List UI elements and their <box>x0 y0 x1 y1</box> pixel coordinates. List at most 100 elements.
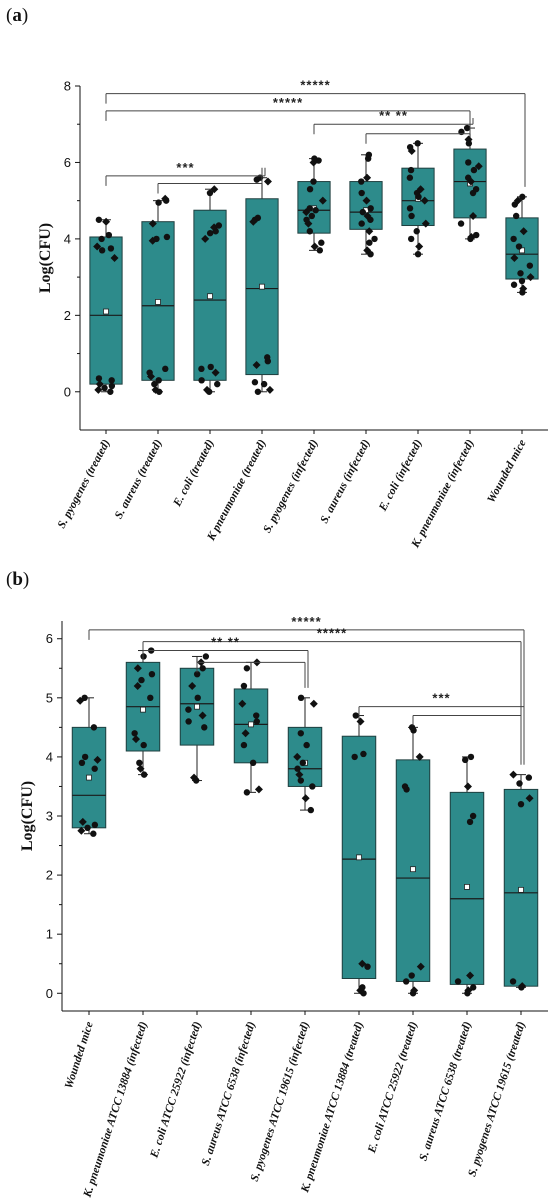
data-point <box>510 235 517 243</box>
data-point <box>518 982 527 991</box>
data-point <box>198 711 207 720</box>
data-point <box>316 247 324 254</box>
data-point <box>132 735 141 744</box>
data-point <box>243 789 251 796</box>
x-category-label: S. pyogenes ATCC 19615 (infected) <box>249 1020 312 1183</box>
panel-a-label: (a) <box>6 5 29 26</box>
data-point <box>464 174 472 181</box>
data-point <box>190 773 199 782</box>
data-point <box>309 783 316 790</box>
data-point <box>518 277 526 285</box>
significance-stars: ***** <box>317 626 347 641</box>
x-category-label: S. pyogenes ATCC 19615 (treated) <box>466 1020 528 1178</box>
data-point <box>84 824 91 832</box>
x-category-label: S. aureus ATCC 6538 (treated) <box>417 1020 473 1162</box>
data-point <box>358 220 365 227</box>
data-point <box>136 764 145 773</box>
data-point <box>202 653 210 660</box>
y-tick-label: 2 <box>46 868 53 883</box>
data-point <box>198 377 205 384</box>
data-point <box>91 765 98 772</box>
data-point <box>413 189 421 197</box>
data-point <box>408 212 415 220</box>
data-point <box>303 741 310 749</box>
data-point <box>519 193 526 201</box>
data-point <box>251 379 259 386</box>
data-point <box>371 235 378 243</box>
data-point <box>146 369 153 376</box>
data-point <box>294 765 301 772</box>
data-point <box>318 196 327 205</box>
data-point <box>517 270 524 277</box>
data-point <box>148 670 156 678</box>
data-point <box>107 388 114 395</box>
data-point <box>147 694 154 702</box>
data-point <box>415 242 424 251</box>
significance-stars: ***** <box>273 95 303 110</box>
data-point <box>188 682 197 690</box>
data-point <box>238 699 247 708</box>
y-tick-label: 3 <box>46 809 53 824</box>
significance-stars: *** <box>432 691 450 706</box>
data-point <box>454 978 462 985</box>
data-point <box>77 826 86 835</box>
data-point <box>76 696 85 705</box>
data-point <box>140 771 148 778</box>
data-point <box>78 759 86 767</box>
data-point <box>310 242 319 251</box>
data-point <box>414 140 421 147</box>
data-point <box>133 682 142 690</box>
box-mean-marker <box>519 247 525 254</box>
y-tick-label: 6 <box>64 155 71 170</box>
data-point <box>401 783 409 790</box>
data-point <box>466 971 475 980</box>
data-point <box>241 729 250 738</box>
data-point <box>461 756 469 764</box>
data-point <box>297 730 304 737</box>
data-point <box>260 380 268 388</box>
data-point <box>203 385 212 394</box>
data-point <box>264 354 271 361</box>
data-point <box>303 216 310 223</box>
data-point <box>293 752 302 761</box>
data-point <box>215 222 223 229</box>
data-point <box>465 159 472 166</box>
x-category-label: E. coli ATCC 25922 (treated) <box>366 1020 420 1155</box>
data-point <box>199 665 206 672</box>
data-point <box>162 365 169 373</box>
x-category-label: K. pneumoniae ATCC 13884 (treated) <box>299 1020 366 1195</box>
data-point <box>254 388 262 395</box>
data-point <box>473 231 480 239</box>
data-point <box>469 812 477 820</box>
y-axis-label: Log(CFU) <box>19 781 36 851</box>
data-point <box>136 759 143 767</box>
box-mean-marker <box>356 854 362 861</box>
box-mean-marker <box>518 886 524 893</box>
data-point <box>201 724 208 731</box>
data-point <box>151 380 158 388</box>
x-category-label: K. pneumoniae (infected) <box>409 438 477 551</box>
data-point <box>410 986 419 995</box>
data-point <box>307 806 315 814</box>
data-point <box>98 247 106 254</box>
data-point <box>512 212 520 220</box>
data-point <box>402 978 410 985</box>
data-point <box>243 665 251 672</box>
data-point <box>306 205 313 212</box>
data-point <box>365 227 374 236</box>
data-point <box>526 262 534 269</box>
box-mean-marker <box>464 884 470 890</box>
data-point <box>407 166 415 174</box>
data-point <box>249 759 257 767</box>
data-point <box>358 959 367 968</box>
data-point <box>81 753 89 761</box>
x-category-label: S. pyogenes (infected) <box>261 438 320 535</box>
data-point <box>472 186 480 193</box>
data-point <box>362 196 371 205</box>
y-tick-label: 2 <box>64 308 71 323</box>
data-point <box>467 753 475 761</box>
data-point <box>151 385 160 394</box>
data-point <box>306 228 314 235</box>
